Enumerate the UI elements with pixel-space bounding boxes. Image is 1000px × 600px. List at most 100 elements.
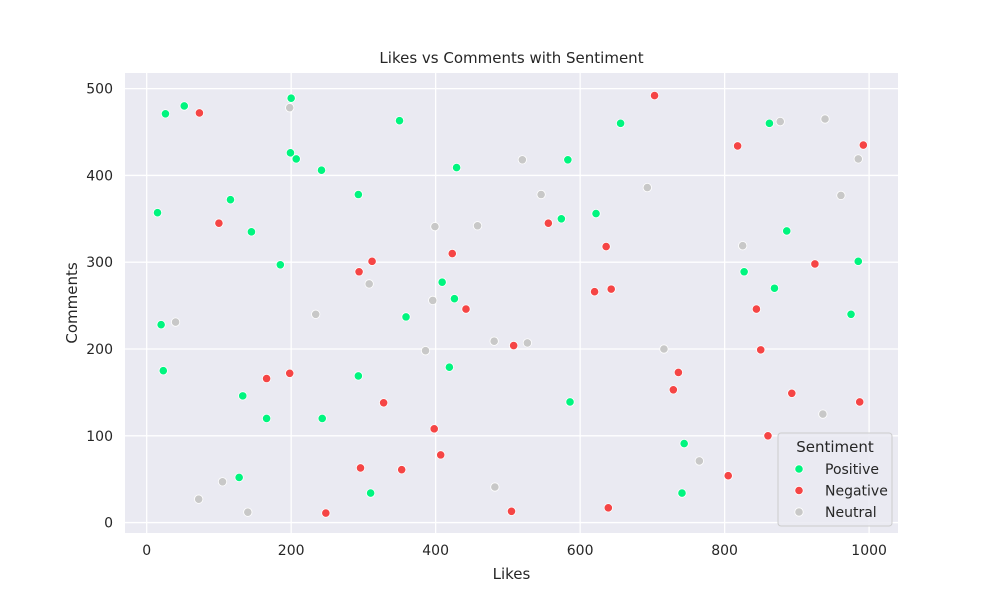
data-point: [506, 506, 517, 516]
legend-item-neutral: Neutral: [794, 505, 877, 521]
chart-title: Likes vs Comments with Sentiment: [379, 49, 643, 67]
data-point: [353, 189, 363, 200]
x-tick-label: 800: [711, 543, 738, 559]
data-point: [311, 309, 321, 319]
data-point: [472, 221, 483, 231]
x-axis-label: Likes: [493, 565, 531, 583]
data-point: [367, 256, 377, 266]
data-point: [751, 304, 762, 314]
y-axis-ticks: 0 100 200 300 400 500: [86, 82, 113, 532]
data-point: [160, 109, 171, 119]
data-point: [179, 101, 189, 111]
x-tick-label: 0: [142, 543, 151, 559]
data-point: [238, 391, 248, 401]
data-point: [738, 241, 748, 251]
y-tick-label: 300: [86, 255, 113, 271]
data-point: [601, 241, 611, 252]
data-point: [194, 108, 205, 118]
legend-items: Positive Negative Neutral: [794, 462, 888, 521]
legend-marker: [794, 485, 804, 496]
data-point: [649, 90, 660, 101]
data-point: [739, 267, 749, 277]
data-point: [316, 165, 327, 175]
data-point: [509, 340, 519, 351]
data-point: [490, 482, 500, 492]
data-point: [775, 117, 785, 127]
data-point: [668, 385, 678, 395]
y-tick-label: 200: [86, 342, 113, 358]
legend-box: [777, 432, 893, 527]
data-point: [517, 155, 527, 165]
data-point: [764, 118, 775, 128]
x-tick-label: 600: [567, 543, 594, 559]
legend-title: Sentiment: [796, 438, 874, 456]
data-point: [353, 371, 363, 381]
data-point: [769, 283, 780, 293]
data-point: [317, 413, 327, 424]
data-point: [855, 397, 865, 407]
data-point: [246, 227, 257, 237]
data-points: [152, 90, 868, 518]
data-point: [449, 294, 460, 304]
y-tick-label: 500: [86, 82, 113, 98]
data-point: [243, 507, 253, 517]
series-negative: [194, 90, 868, 518]
data-point: [275, 260, 285, 270]
data-point: [194, 494, 204, 504]
data-point: [677, 488, 687, 498]
data-point: [853, 256, 863, 266]
data-point: [261, 373, 272, 384]
legend-item-negative: Negative: [794, 484, 888, 500]
data-point: [522, 338, 532, 348]
data-point: [158, 366, 168, 376]
data-point: [723, 471, 733, 481]
data-point: [763, 431, 773, 441]
y-tick-label: 0: [104, 516, 113, 532]
legend-label: Negative: [825, 484, 888, 500]
data-point: [756, 345, 766, 355]
legend-item-positive: Positive: [794, 462, 879, 478]
data-point: [225, 195, 236, 205]
data-point: [285, 148, 296, 158]
y-tick-label: 100: [86, 429, 113, 445]
legend-marker: [794, 464, 804, 474]
series-positive: [152, 93, 863, 498]
data-point: [366, 488, 376, 498]
data-point: [394, 116, 405, 126]
y-tick-label: 400: [86, 168, 113, 184]
data-point: [642, 182, 652, 193]
data-point: [810, 259, 820, 269]
data-point: [355, 463, 366, 473]
legend-label: Positive: [825, 462, 879, 478]
data-point: [591, 209, 601, 219]
data-point: [354, 267, 364, 277]
data-point: [818, 409, 828, 419]
data-point: [543, 218, 553, 228]
data-point: [451, 163, 462, 173]
data-point: [379, 398, 389, 408]
data-point: [787, 388, 797, 398]
data-point: [261, 413, 272, 424]
data-point: [853, 154, 863, 164]
data-point: [429, 424, 439, 434]
data-point: [733, 141, 743, 151]
plot-area: [125, 73, 898, 533]
data-point: [214, 218, 224, 228]
data-point: [286, 93, 296, 103]
data-point: [420, 346, 431, 356]
data-point: [836, 190, 846, 200]
x-tick-label: 1000: [851, 543, 887, 559]
data-point: [217, 477, 228, 487]
data-point: [170, 317, 181, 327]
data-point: [858, 140, 868, 150]
data-point: [152, 208, 163, 218]
data-point: [321, 508, 331, 518]
data-point: [556, 214, 566, 224]
data-point: [397, 465, 407, 475]
data-point: [285, 368, 295, 378]
legend-label: Neutral: [825, 505, 877, 521]
data-point: [428, 295, 438, 305]
x-tick-label: 400: [422, 543, 449, 559]
data-point: [659, 344, 669, 354]
